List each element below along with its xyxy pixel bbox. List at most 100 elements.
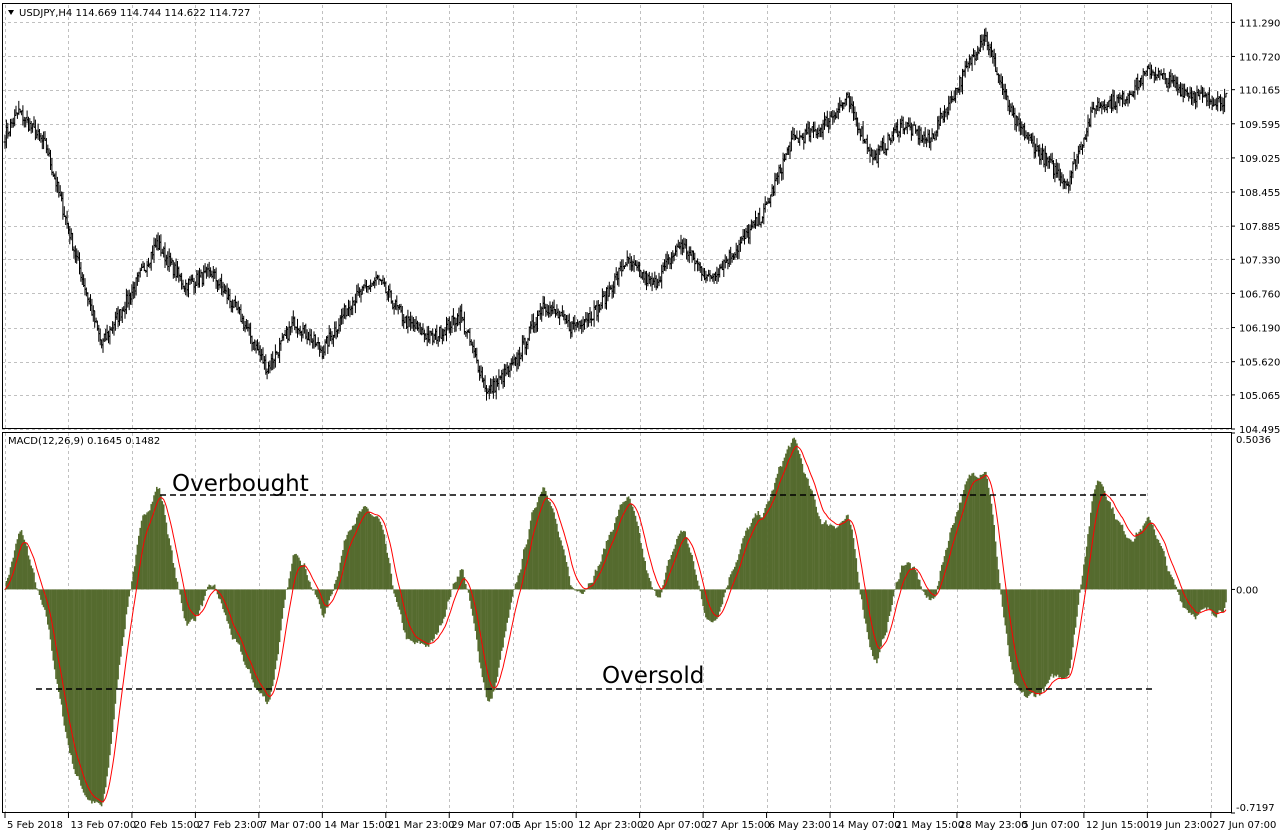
macd-bar: [721, 589, 724, 605]
collapse-triangle-icon[interactable]: [8, 10, 14, 15]
macd-bar: [64, 589, 67, 732]
macd-bar: [623, 501, 626, 590]
macd-bar: [1160, 546, 1162, 590]
macd-bar: [197, 589, 199, 615]
macd-bar: [767, 501, 769, 590]
macd-bar: [24, 542, 27, 590]
macd-axis-ticks: 0.5036 0.00 -0.7197: [1231, 432, 1275, 814]
macd-bar: [739, 549, 742, 590]
macd-bar: [600, 561, 602, 590]
macd-bar: [1105, 496, 1107, 590]
macd-bar: [569, 585, 572, 590]
macd-bar: [672, 551, 674, 590]
macd-bar: [429, 589, 431, 643]
macd-bar: [878, 589, 881, 653]
time-tick-label: 20 Feb 15:00: [134, 820, 200, 831]
macd-bar: [924, 589, 926, 596]
macd-bar: [659, 589, 662, 598]
macd-bar: [456, 576, 459, 590]
macd-bar: [918, 579, 921, 590]
macd-bar: [125, 589, 128, 615]
macd-bar: [422, 589, 424, 644]
macd-bar: [62, 589, 64, 717]
macd-bar: [641, 548, 644, 590]
macd-bar: [176, 581, 179, 590]
macd-bar: [78, 589, 81, 780]
macd-bar: [934, 589, 936, 598]
price-tick-label: 106.190: [1239, 324, 1280, 335]
macd-bar: [758, 514, 761, 590]
macd-bar: [1167, 571, 1169, 590]
macd-bar: [100, 589, 103, 807]
macd-bar: [683, 530, 685, 590]
macd-bar: [16, 539, 19, 590]
macd-bar: [77, 589, 79, 777]
macd-bar: [764, 508, 766, 590]
macd-bar: [1076, 589, 1078, 617]
macd-bar: [518, 572, 521, 590]
macd-bar: [614, 523, 616, 590]
macd-bar: [425, 589, 427, 647]
macd-bar: [375, 516, 377, 590]
macd-bar: [262, 589, 264, 697]
price-tick-label: 108.455: [1239, 188, 1280, 199]
macd-bar: [771, 490, 773, 590]
macd-bar: [960, 502, 962, 590]
macd-bar: [484, 589, 486, 691]
macd-bar: [132, 571, 135, 590]
macd-bar: [596, 570, 598, 590]
price-tick-label: 107.330: [1239, 255, 1280, 266]
macd-bar: [31, 568, 34, 590]
macd-signal-line: [4, 445, 1227, 803]
level-annotations: Overbought Oversold: [36, 471, 1155, 690]
macd-bar: [1070, 589, 1073, 660]
macd-bar: [1033, 589, 1035, 697]
macd-bar: [670, 555, 673, 590]
macd-bar: [1083, 564, 1085, 590]
macd-bar: [776, 473, 779, 590]
macd-bar: [848, 520, 851, 590]
macd-tick-label: -0.7197: [1236, 803, 1275, 814]
macd-bar: [180, 589, 183, 604]
macd-bar: [957, 510, 960, 590]
macd-bar: [1043, 589, 1045, 692]
macd-bar: [136, 544, 139, 590]
time-tick-label: 19 Jun 23:00: [1149, 820, 1213, 831]
macd-bar: [761, 517, 764, 590]
macd-bar: [459, 570, 462, 590]
macd-tick-label: 0.00: [1236, 585, 1258, 596]
time-tick-label: 5 Apr 15:00: [515, 820, 574, 831]
macd-bar: [353, 525, 355, 590]
macd-bar: [794, 439, 797, 590]
macd-bar: [1012, 589, 1015, 675]
macd-bar: [92, 589, 95, 802]
macd-bar: [133, 566, 136, 590]
macd-bar: [680, 530, 682, 590]
macd-bar: [1067, 589, 1070, 676]
macd-bar: [1005, 589, 1008, 634]
macd-bar: [1018, 589, 1020, 689]
macd-bar: [502, 589, 504, 648]
macd-bar: [983, 472, 986, 590]
macd-bar: [826, 524, 829, 590]
macd-bar: [516, 582, 518, 590]
macd-bar: [1147, 516, 1150, 590]
macd-bar: [245, 589, 248, 668]
macd-bar: [687, 543, 689, 590]
macd-bar: [783, 457, 786, 590]
macd-bar: [728, 577, 731, 590]
macd-bar: [1161, 548, 1164, 590]
macd-bar: [55, 589, 57, 680]
macd-bar: [972, 472, 975, 590]
macd-bar: [7, 577, 9, 590]
macd-bar: [281, 589, 284, 619]
macd-bar: [1015, 589, 1018, 685]
macd-bar: [987, 487, 990, 590]
macd-bar: [1101, 484, 1103, 590]
time-tick-label: 28 May 23:00: [959, 820, 1028, 831]
macd-bar: [658, 589, 660, 598]
macd-bar: [284, 589, 286, 600]
macd-bar: [870, 589, 873, 650]
macd-bar: [1143, 523, 1146, 590]
macd-bar: [1040, 589, 1042, 694]
